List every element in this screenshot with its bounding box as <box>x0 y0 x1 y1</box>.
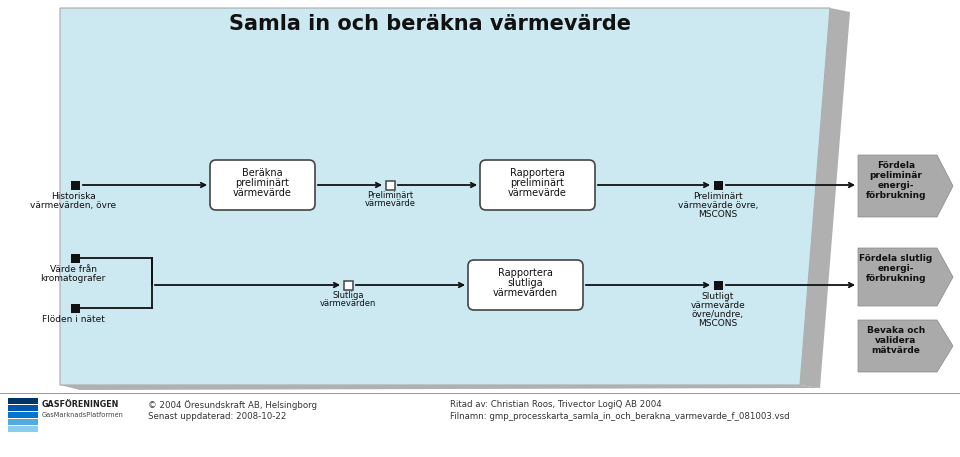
Text: Preliminärt: Preliminärt <box>693 192 743 201</box>
Text: värmevärden, övre: värmevärden, övre <box>30 201 116 210</box>
Bar <box>713 281 723 289</box>
Text: Fördela: Fördela <box>876 161 915 170</box>
Text: Historiska: Historiska <box>51 192 95 201</box>
Text: © 2004 Öresundskraft AB, Helsingborg: © 2004 Öresundskraft AB, Helsingborg <box>148 400 317 410</box>
Text: energi-: energi- <box>877 264 914 273</box>
Bar <box>8 426 38 432</box>
FancyBboxPatch shape <box>210 160 315 210</box>
FancyBboxPatch shape <box>480 160 595 210</box>
Text: GasMarknadsPlatformen: GasMarknadsPlatformen <box>42 412 124 418</box>
Bar <box>8 405 38 411</box>
Text: värmevärde: värmevärde <box>233 188 292 198</box>
Text: mätvärde: mätvärde <box>872 346 921 355</box>
Text: förbrukning: förbrukning <box>866 191 926 200</box>
Text: Rapportera: Rapportera <box>498 268 553 278</box>
Text: Bevaka och: Bevaka och <box>867 326 925 335</box>
Text: energi-: energi- <box>877 181 914 190</box>
Bar <box>70 254 80 262</box>
Text: Preliminärt: Preliminärt <box>367 191 413 200</box>
Text: värmevärde övre,: värmevärde övre, <box>678 201 758 210</box>
Text: värmevärden: värmevärden <box>320 299 376 308</box>
Text: MSCONS: MSCONS <box>698 210 737 219</box>
Polygon shape <box>858 320 953 372</box>
Text: Värde från: Värde från <box>50 265 97 274</box>
Text: Slutliga: Slutliga <box>332 291 364 300</box>
Bar <box>70 181 80 190</box>
Text: Filnamn: gmp_processkarta_samla_in_och_berakna_varmevarde_f_081003.vsd: Filnamn: gmp_processkarta_samla_in_och_b… <box>450 412 790 421</box>
Bar <box>8 419 38 425</box>
Text: värmevärden: värmevärden <box>492 288 558 298</box>
Text: värmevärde: värmevärde <box>508 188 567 198</box>
Text: preliminär: preliminär <box>870 171 923 180</box>
Bar <box>8 398 38 404</box>
Polygon shape <box>60 385 820 390</box>
Polygon shape <box>800 8 850 388</box>
Bar <box>344 281 352 289</box>
Polygon shape <box>858 155 953 217</box>
Text: GASFÖRENINGEN: GASFÖRENINGEN <box>42 400 119 409</box>
Text: värmevärde: värmevärde <box>365 199 416 208</box>
Text: värmevärde: värmevärde <box>690 301 745 310</box>
Text: preliminärt: preliminärt <box>235 178 289 188</box>
Text: Slutligt: Slutligt <box>702 292 734 301</box>
Text: Rapportera: Rapportera <box>510 168 564 178</box>
Text: slutliga: slutliga <box>508 278 543 288</box>
Polygon shape <box>60 8 830 385</box>
Polygon shape <box>858 248 953 306</box>
Text: validera: validera <box>876 336 917 345</box>
Text: Samla in och beräkna värmevärde: Samla in och beräkna värmevärde <box>229 14 631 34</box>
Bar <box>8 412 38 418</box>
Bar <box>386 181 395 190</box>
Bar <box>70 303 80 313</box>
Text: kromatografer: kromatografer <box>40 274 106 283</box>
Text: MSCONS: MSCONS <box>698 319 737 328</box>
Text: Senast uppdaterad: 2008-10-22: Senast uppdaterad: 2008-10-22 <box>148 412 286 421</box>
FancyBboxPatch shape <box>468 260 583 310</box>
Text: Flöden i nätet: Flöden i nätet <box>41 315 105 324</box>
Text: preliminärt: preliminärt <box>511 178 564 188</box>
Text: övre/undre,: övre/undre, <box>692 310 744 319</box>
Text: Beräkna: Beräkna <box>242 168 283 178</box>
Text: Ritad av: Christian Roos, Trivector LogiQ AB 2004: Ritad av: Christian Roos, Trivector Logi… <box>450 400 661 409</box>
Bar <box>713 181 723 190</box>
Text: förbrukning: förbrukning <box>866 274 926 283</box>
Text: Fördela slutlig: Fördela slutlig <box>859 254 932 263</box>
